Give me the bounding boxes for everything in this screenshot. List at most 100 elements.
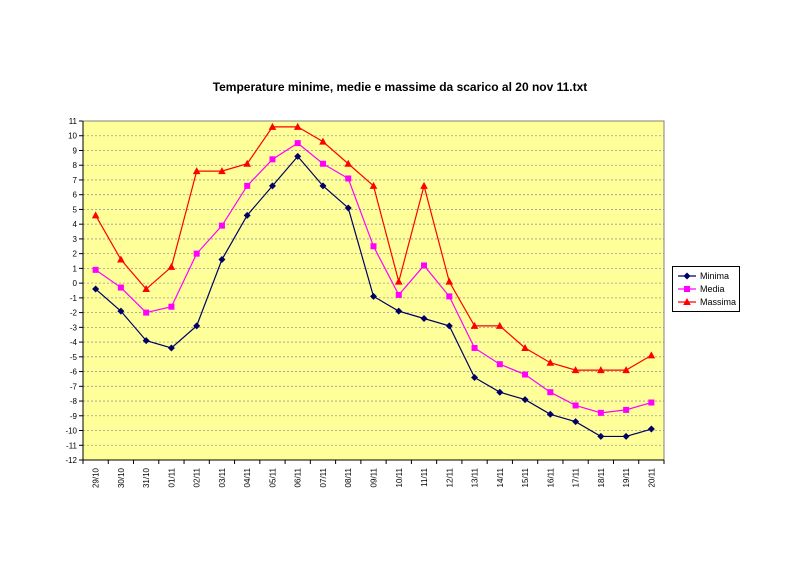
data-point-minima <box>319 182 327 190</box>
data-point-massima <box>420 181 428 189</box>
data-point-media <box>446 293 453 300</box>
y-tick-label: -2 <box>70 309 78 318</box>
y-tick-label: 6 <box>73 191 78 200</box>
x-tick-label: 31/10 <box>142 467 151 488</box>
y-tick-label: 7 <box>73 176 78 185</box>
x-tick-label: 01/11 <box>167 467 176 487</box>
y-tick-label: 2 <box>73 250 78 259</box>
x-tick-label: 03/11 <box>218 467 227 487</box>
data-point-minima <box>167 344 175 352</box>
y-tick-label: 1 <box>73 264 78 273</box>
data-point-massima <box>91 211 100 219</box>
data-point-minima <box>395 307 403 315</box>
x-tick-label: 19/11 <box>622 467 631 487</box>
y-tick-label: -10 <box>65 427 77 436</box>
chart-title: Temperature minime, medie e massime da s… <box>212 80 588 94</box>
data-point-media <box>345 175 352 182</box>
x-tick-label: 16/11 <box>546 467 555 487</box>
data-point-massima <box>167 262 176 270</box>
data-point-minima <box>546 410 554 418</box>
plot-area <box>83 121 664 460</box>
data-point-media <box>92 266 99 273</box>
data-point-media <box>395 291 402 298</box>
x-tick-label: 04/11 <box>243 467 252 487</box>
x-tick-label: 20/11 <box>647 467 656 487</box>
data-point-massima <box>445 277 454 285</box>
data-point-massima <box>647 351 656 359</box>
data-point-massima <box>218 167 226 175</box>
x-tick-label: 02/11 <box>193 467 202 487</box>
data-point-massima <box>369 181 378 189</box>
data-point-minima <box>92 285 100 293</box>
legend-label-minima: Minima <box>700 271 730 281</box>
data-point-minima <box>294 152 302 160</box>
x-tick-label: 11/11 <box>420 467 429 486</box>
x-tick-label: 30/10 <box>117 467 126 488</box>
data-point-media <box>269 156 276 163</box>
data-point-media <box>648 399 655 406</box>
x-tick-label: 29/10 <box>92 467 101 488</box>
y-tick-label: -12 <box>65 456 77 465</box>
data-point-media <box>218 222 225 229</box>
legend-item-media: Media <box>677 283 725 295</box>
data-point-minima <box>142 337 150 345</box>
data-point-minima <box>622 432 630 440</box>
data-point-massima <box>622 366 630 374</box>
y-tick-label: 3 <box>73 235 78 244</box>
legend-swatch-media <box>678 286 696 292</box>
data-point-media <box>547 389 554 396</box>
legend-item-minima: Minima <box>677 270 729 282</box>
data-point-massima <box>597 366 605 374</box>
legend-label-massima: Massima <box>700 297 737 307</box>
data-point-minima <box>218 256 226 264</box>
data-point-minima <box>572 418 580 426</box>
data-point-massima <box>571 366 580 374</box>
data-point-media <box>193 250 200 257</box>
data-point-massima <box>394 277 403 285</box>
data-point-minima <box>193 322 201 330</box>
data-point-media <box>244 182 251 189</box>
y-tick-label: 8 <box>73 161 78 170</box>
y-tick-label: -9 <box>70 412 78 421</box>
data-point-minima <box>268 182 276 190</box>
data-point-minima <box>420 315 428 323</box>
data-point-massima <box>496 321 504 329</box>
x-tick-label: 13/11 <box>471 467 480 487</box>
data-point-media <box>117 284 124 291</box>
y-tick-label: 9 <box>73 146 78 155</box>
y-tick-label: -4 <box>70 338 78 347</box>
data-point-minima <box>496 388 504 396</box>
data-point-media <box>294 140 301 147</box>
legend-item-massima: Massima <box>677 296 736 308</box>
data-point-massima <box>293 122 302 130</box>
data-point-massima <box>546 358 555 366</box>
data-point-media <box>143 309 150 316</box>
y-tick-label: -11 <box>66 441 78 450</box>
y-tick-label: 11 <box>69 117 78 126</box>
y-tick-label: 0 <box>73 279 78 288</box>
data-point-media <box>421 262 428 269</box>
data-point-media <box>370 243 377 250</box>
data-point-massima <box>192 167 201 175</box>
data-point-minima <box>521 396 529 404</box>
legend: Minima Media Massima <box>672 266 740 312</box>
x-tick-label: 12/11 <box>445 467 454 487</box>
data-point-media <box>522 371 529 378</box>
data-point-massima <box>470 321 479 329</box>
y-tick-label: 5 <box>73 205 78 214</box>
data-point-minima <box>117 307 125 315</box>
x-tick-label: 08/11 <box>344 467 353 487</box>
y-tick-label: 4 <box>73 220 78 229</box>
data-point-media <box>623 406 630 413</box>
data-point-minima <box>344 204 352 212</box>
data-point-media <box>471 344 478 351</box>
legend-swatch-massima <box>678 298 696 305</box>
data-point-massima <box>319 137 327 145</box>
data-point-massima <box>521 343 529 351</box>
data-point-massima <box>117 255 125 263</box>
data-point-minima <box>243 211 251 219</box>
data-point-media <box>597 409 604 416</box>
legend-swatch-minima <box>678 272 696 280</box>
data-point-minima <box>445 322 453 330</box>
